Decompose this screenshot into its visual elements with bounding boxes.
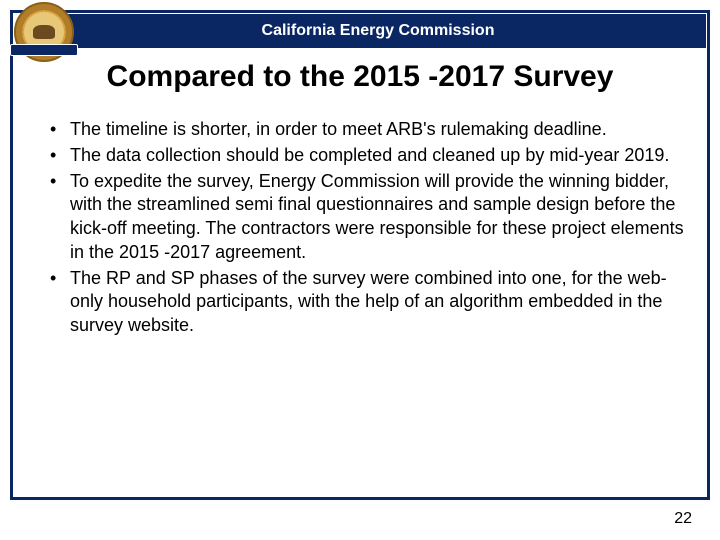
bullet-list: The timeline is shorter, in order to mee… [44, 118, 684, 340]
bullet-item: The data collection should be completed … [44, 144, 684, 168]
state-seal-icon [14, 2, 74, 62]
slide-title: Compared to the 2015 -2017 Survey [0, 60, 720, 94]
page-number: 22 [674, 510, 692, 528]
seal-bear-icon [33, 25, 55, 39]
bullet-item: The RP and SP phases of the survey were … [44, 267, 684, 338]
seal-banner [10, 44, 78, 56]
bullet-item: The timeline is shorter, in order to mee… [44, 118, 684, 142]
bullet-item: To expedite the survey, Energy Commissio… [44, 170, 684, 265]
